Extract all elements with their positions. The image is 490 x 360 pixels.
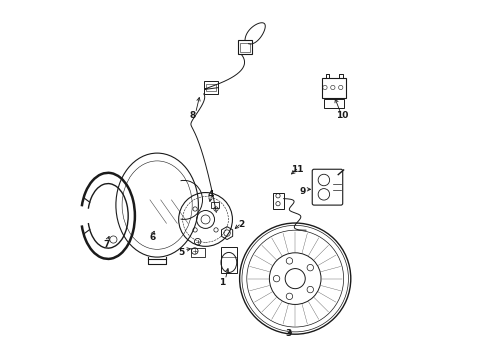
Text: 10: 10 bbox=[336, 111, 348, 120]
Text: 2: 2 bbox=[238, 220, 245, 229]
Bar bbox=[211, 202, 219, 208]
Bar bbox=[204, 81, 218, 94]
Bar bbox=[240, 42, 250, 52]
Text: 9: 9 bbox=[299, 187, 306, 196]
Bar bbox=[221, 247, 237, 273]
Text: 5: 5 bbox=[178, 248, 184, 257]
Text: 11: 11 bbox=[291, 165, 303, 174]
Text: 8: 8 bbox=[190, 111, 196, 120]
Bar bbox=[322, 78, 346, 98]
Bar bbox=[238, 40, 252, 54]
Bar bbox=[323, 99, 344, 108]
Bar bbox=[273, 193, 284, 209]
Text: 4: 4 bbox=[208, 190, 214, 199]
Text: 3: 3 bbox=[285, 329, 291, 338]
Bar bbox=[191, 248, 205, 257]
Text: 1: 1 bbox=[219, 278, 225, 287]
Bar bbox=[206, 84, 216, 91]
Text: 6: 6 bbox=[149, 233, 156, 242]
Text: 7: 7 bbox=[104, 240, 110, 249]
